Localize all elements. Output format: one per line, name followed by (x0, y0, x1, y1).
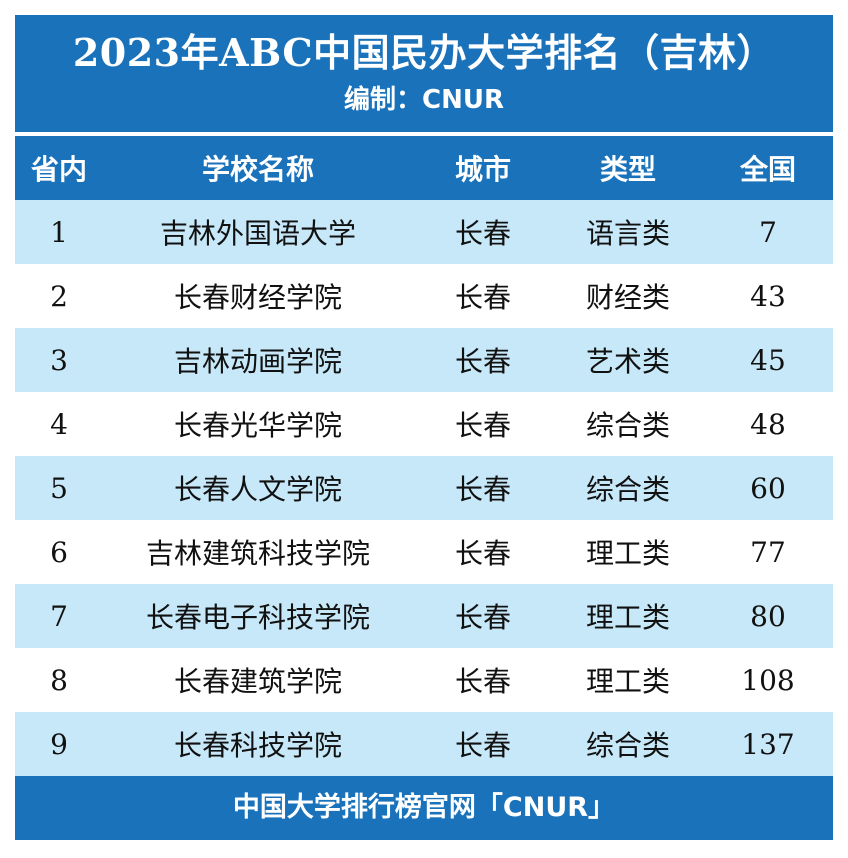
cell-school-name: 长春电子科技学院 (145, 601, 370, 634)
cell-national-rank: 137 (741, 727, 795, 761)
header-row: 省内 学校名称 城市 类型 全国 (15, 136, 833, 200)
table-row: 9 长春科技学院 长春 综合类 137 (15, 712, 833, 776)
table-row: 4 长春光华学院 长春 综合类 48 (15, 392, 833, 456)
cell-school-name: 长春财经学院 (173, 281, 342, 314)
cell-provincial-rank: 5 (50, 471, 68, 505)
cell-city: 长春 (454, 217, 511, 250)
cell-school-name: 长春光华学院 (173, 409, 342, 442)
cell-national-rank: 43 (750, 279, 786, 313)
table-body: 1 吉林外国语大学 长春 语言类 7 2 长春财经学院 长春 财经类 43 3 … (15, 200, 833, 776)
cell-type: 艺术类 (585, 345, 670, 378)
cell-city: 长春 (454, 281, 511, 314)
cell-national-rank: 60 (750, 471, 786, 505)
cell-school-name: 长春科技学院 (173, 729, 342, 762)
cell-national-rank: 48 (750, 407, 786, 441)
ranking-sheet: 2023年ABC中国民办大学排名（吉林） 编制：CNUR 省内 学校名称 城市 … (15, 15, 833, 840)
cell-city: 长春 (454, 409, 511, 442)
banner-gap (15, 132, 833, 136)
cell-school-name: 吉林动画学院 (173, 345, 342, 378)
cell-type: 综合类 (585, 409, 670, 442)
footer-banner: 中国大学排行榜官网「CNUR」 (15, 776, 833, 840)
cell-provincial-rank: 7 (50, 599, 68, 633)
cell-type: 语言类 (585, 217, 670, 250)
table-row: 7 长春电子科技学院 长春 理工类 80 (15, 584, 833, 648)
cell-national-rank: 77 (750, 535, 786, 569)
column-header-type: 类型 (599, 153, 656, 186)
cell-national-rank: 80 (750, 599, 786, 633)
cell-national-rank: 7 (759, 215, 777, 249)
table-row: 2 长春财经学院 长春 财经类 43 (15, 264, 833, 328)
table-header: 省内 学校名称 城市 类型 全国 (15, 136, 833, 200)
title-banner: 2023年ABC中国民办大学排名（吉林） 编制：CNUR (15, 15, 833, 132)
ranking-table: 省内 学校名称 城市 类型 全国 1 吉林外国语大学 长春 语言类 7 2 长春… (15, 136, 833, 776)
column-header-national-rank: 全国 (739, 153, 796, 186)
column-header-city: 城市 (454, 153, 511, 186)
table-row: 3 吉林动画学院 长春 艺术类 45 (15, 328, 833, 392)
cell-provincial-rank: 6 (50, 535, 68, 569)
cell-type: 财经类 (585, 281, 670, 314)
cell-type: 综合类 (585, 729, 670, 762)
cell-provincial-rank: 1 (50, 215, 68, 249)
cell-city: 长春 (454, 601, 511, 634)
cell-type: 综合类 (585, 473, 670, 506)
table-row: 1 吉林外国语大学 长春 语言类 7 (15, 200, 833, 264)
cell-city: 长春 (454, 665, 511, 698)
cell-city: 长春 (454, 729, 511, 762)
cell-city: 长春 (454, 473, 511, 506)
table-row: 8 长春建筑学院 长春 理工类 108 (15, 648, 833, 712)
cell-national-rank: 45 (750, 343, 786, 377)
table-row: 6 吉林建筑科技学院 长春 理工类 77 (15, 520, 833, 584)
cell-type: 理工类 (585, 601, 670, 634)
cell-provincial-rank: 3 (50, 343, 68, 377)
cell-type: 理工类 (585, 537, 670, 570)
column-header-school-name: 学校名称 (201, 153, 314, 186)
page-subtitle: 编制：CNUR (344, 85, 504, 115)
cell-provincial-rank: 4 (50, 407, 68, 441)
cell-provincial-rank: 9 (50, 727, 68, 761)
cell-type: 理工类 (585, 665, 670, 698)
cell-school-name: 长春人文学院 (173, 473, 342, 506)
cell-school-name: 吉林建筑科技学院 (145, 537, 370, 570)
cell-city: 长春 (454, 537, 511, 570)
column-header-provincial-rank: 省内 (30, 153, 87, 186)
table-row: 5 长春人文学院 长春 综合类 60 (15, 456, 833, 520)
cell-school-name: 长春建筑学院 (173, 665, 342, 698)
page-title: 2023年ABC中国民办大学排名（吉林） (72, 30, 776, 75)
cell-provincial-rank: 2 (50, 279, 68, 313)
cell-national-rank: 108 (741, 663, 795, 697)
cell-school-name: 吉林外国语大学 (159, 217, 356, 250)
cell-provincial-rank: 8 (50, 663, 68, 697)
cell-city: 长春 (454, 345, 511, 378)
